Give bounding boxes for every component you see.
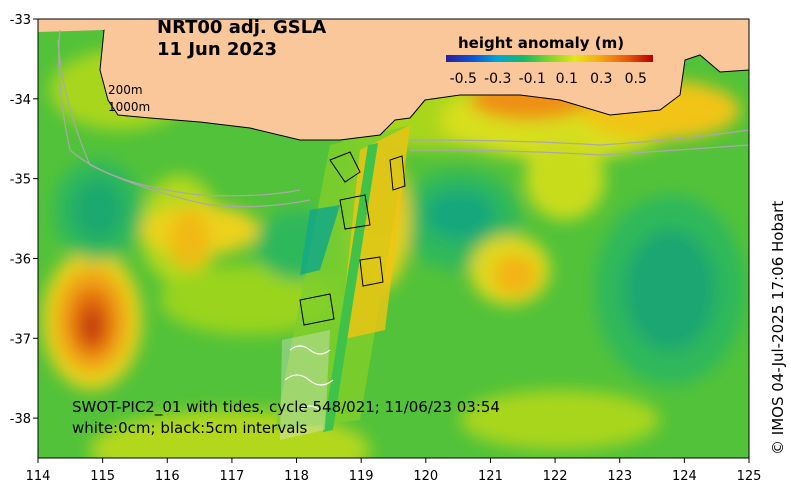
isobath-label-200m: 200m — [108, 83, 143, 97]
x-tick-label: 121 — [478, 469, 503, 484]
y-tick-label: -38 — [10, 412, 31, 427]
x-tick-label: 114 — [26, 469, 51, 484]
swot-annotation-line2: white:0cm; black:5cm intervals — [72, 419, 308, 437]
y-axis: -33 -34 -35 -36 -37 -38 — [10, 13, 38, 427]
y-tick-label: -33 — [10, 13, 31, 28]
colorbar — [446, 55, 653, 62]
map-plot-area — [38, 19, 749, 458]
x-tick-label: 116 — [155, 469, 180, 484]
x-tick-label: 122 — [543, 469, 568, 484]
x-tick-label: 125 — [737, 469, 762, 484]
x-tick-label: 117 — [219, 469, 244, 484]
legend-tick-label: 0.1 — [556, 71, 578, 87]
legend-tick-label: 0.3 — [590, 71, 612, 87]
legend-tick-label: -0.5 — [450, 71, 477, 87]
isobath-label-1000m: 1000m — [108, 100, 150, 114]
x-tick-label: 123 — [607, 469, 632, 484]
swot-swath — [275, 125, 410, 440]
map-title-line1: NRT00 adj. GSLA — [157, 17, 326, 38]
swot-annotation-line1: SWOT-PIC2_01 with tides, cycle 548/021; … — [72, 398, 500, 417]
legend-tick-label: 0.5 — [625, 71, 647, 87]
x-tick-label: 118 — [284, 469, 309, 484]
x-tick-label: 119 — [349, 469, 374, 484]
y-tick-label: -36 — [10, 252, 31, 267]
x-tick-label: 115 — [90, 469, 115, 484]
y-tick-label: -37 — [10, 332, 31, 347]
x-axis: 114 115 116 117 118 119 120 121 122 123 124 125 — [26, 458, 762, 484]
legend-tick-label: -0.3 — [484, 71, 511, 87]
legend-tick-label: -0.1 — [519, 71, 546, 87]
legend-title: height anomaly (m) — [458, 34, 624, 52]
land-southwest-australia — [38, 19, 749, 141]
map-title-line2: 11 Jun 2023 — [157, 39, 277, 60]
y-tick-label: -35 — [10, 173, 31, 188]
map-frame — [37, 18, 750, 459]
y-tick-label: -34 — [10, 93, 31, 108]
x-tick-label: 124 — [672, 469, 697, 484]
imos-credit: © IMOS 04-Jul-2025 17:06 Hobart — [769, 201, 787, 455]
colorbar-legend: height anomaly (m) -0.5 -0.3 -0.1 0.1 0.3 0.5 — [446, 34, 653, 87]
x-tick-label: 120 — [413, 469, 438, 484]
